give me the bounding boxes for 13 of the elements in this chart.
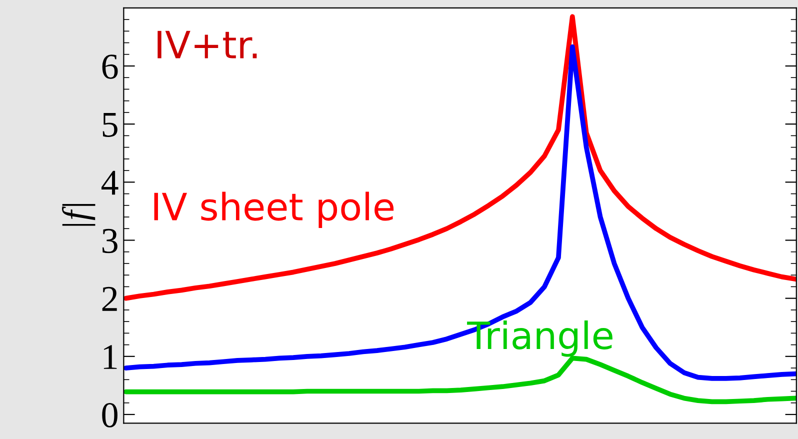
y-axis-title: |f|	[62, 204, 96, 226]
series-label: IV sheet pole	[154, 192, 394, 228]
y-tick-label: 3	[102, 228, 118, 254]
y-tick-label: 5	[102, 112, 118, 137]
y-tick-label: 4	[101, 170, 118, 195]
annotation: IV+tr.	[158, 30, 257, 58]
line-series	[124, 14, 796, 301]
series-label: Triangle	[467, 320, 612, 357]
y-tick-label: 6	[102, 54, 118, 79]
y-tick-label: 2	[102, 286, 117, 311]
y-tick-label: 0	[102, 403, 118, 428]
line-series	[124, 356, 796, 404]
y-tick-label: 1	[104, 345, 117, 369]
